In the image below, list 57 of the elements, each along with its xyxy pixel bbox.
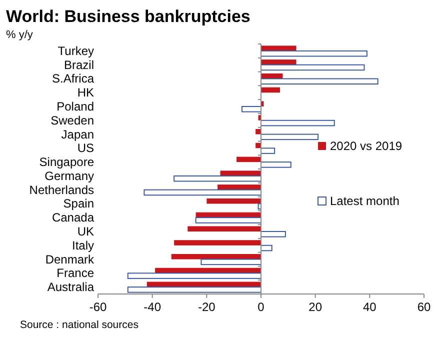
y-tick-label: Spain [63, 196, 94, 211]
bar [261, 60, 296, 65]
x-tick-label: 60 [417, 300, 431, 314]
y-tick-label: HK [77, 86, 94, 100]
source-note: Source : national sources [20, 319, 138, 331]
bar [195, 217, 262, 224]
bar [127, 286, 262, 293]
bar [256, 129, 261, 134]
bar [220, 170, 261, 176]
y-tick-label: Denmark [45, 252, 95, 266]
bar [241, 106, 262, 112]
bar [261, 46, 296, 51]
bar [144, 189, 262, 196]
bar [260, 50, 368, 57]
y-tick-label: Germany [44, 168, 94, 183]
bar [174, 175, 262, 182]
y-tick-label: Brazil [64, 58, 94, 72]
y-tick-label: Japan [61, 127, 94, 142]
y-tick-label: US [77, 141, 94, 156]
bar [127, 272, 262, 279]
bar [260, 231, 286, 238]
x-tick-label: 20 [308, 300, 322, 314]
bar [260, 162, 292, 168]
bar [174, 240, 261, 246]
y-tick-label: France [56, 266, 94, 280]
legend-label: Latest month [330, 194, 400, 208]
bar [260, 78, 378, 84]
y-tick-label: Italy [72, 238, 94, 252]
x-tick-label: 40 [362, 300, 377, 314]
y-axis-title: % y/y [6, 29, 34, 41]
y-tick-label: UK [77, 224, 94, 238]
bar [260, 64, 365, 71]
bar [236, 156, 261, 162]
x-tick-label: -20 [198, 300, 216, 314]
bar [260, 244, 272, 252]
y-tick-label: Turkey [58, 44, 94, 58]
y-tick-label: Singapore [39, 155, 94, 170]
bar [218, 184, 261, 190]
bar [260, 134, 319, 140]
legend-label: 2020 vs 2019 [330, 139, 402, 153]
bar [260, 148, 276, 154]
chart-title: World: Business bankruptcies [6, 7, 250, 26]
y-tick-label: Sweden [50, 113, 94, 128]
bar [200, 258, 262, 266]
x-tick-label: -60 [89, 300, 107, 314]
bar [171, 254, 261, 260]
x-tick-label: 0 [258, 300, 265, 314]
y-tick-label: Australia [47, 280, 94, 294]
bar [188, 226, 261, 232]
x-tick-label: -40 [144, 300, 162, 314]
y-tick-label: S.Africa [52, 72, 94, 86]
y-tick-label: Poland [56, 100, 94, 114]
y-tick-label: Canada [52, 210, 94, 225]
y-tick-label: Netherlands [29, 182, 94, 197]
bar [206, 198, 261, 204]
bar [260, 120, 335, 126]
bar [261, 87, 280, 93]
